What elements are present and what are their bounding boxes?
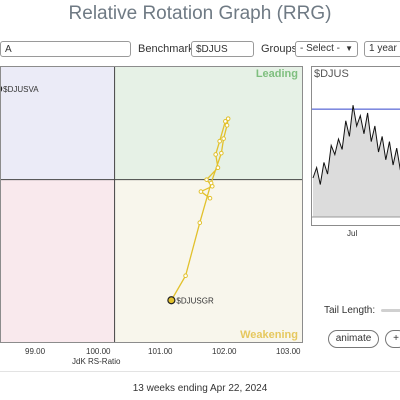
tail-point xyxy=(204,177,209,182)
tail-point xyxy=(208,180,214,186)
tail-point xyxy=(224,123,230,128)
series-head[interactable] xyxy=(167,296,176,305)
tail-point xyxy=(183,273,188,279)
tail-point xyxy=(207,195,213,201)
date-caption: 13 weeks ending Apr 22, 2024 xyxy=(132,383,268,394)
price-chart[interactable]: $DJUS xyxy=(311,66,400,226)
quadrant-leading xyxy=(114,67,302,180)
series-label: $DJUSGR xyxy=(176,296,214,305)
rrg-plot[interactable]: $DJUSGR $DJUSVA xyxy=(1,67,302,342)
groups-label: Groups: xyxy=(261,43,301,55)
tail-point xyxy=(217,138,222,144)
x-tick: 100.00 xyxy=(86,347,111,356)
price-area xyxy=(313,105,400,217)
x-tick: 102.00 xyxy=(212,347,237,356)
tail-point xyxy=(219,150,224,156)
quadrant-improving xyxy=(1,67,115,180)
x-tick: 99.00 xyxy=(25,347,46,356)
price-plot xyxy=(312,105,400,218)
price-x-tick: Jul xyxy=(347,229,358,238)
tail-point xyxy=(221,136,226,141)
x-axis-label: JdK RS-Ratio xyxy=(72,357,121,366)
quadrant-label-leading: Leading xyxy=(255,68,298,80)
quadrant-label-weakening: Weakening xyxy=(240,329,298,341)
x-tick: 101.00 xyxy=(148,347,173,356)
series-head[interactable] xyxy=(1,85,3,92)
series-label: $DJUSVA xyxy=(3,85,39,94)
tail-point xyxy=(215,165,221,171)
divider xyxy=(0,371,400,372)
tail-point xyxy=(198,189,204,194)
chevron-down-icon: ▼ xyxy=(345,44,353,53)
period-select[interactable]: 1 year xyxy=(364,41,400,57)
page-title: Relative Rotation Graph (RRG) xyxy=(68,3,332,24)
quadrant-lagging xyxy=(1,179,115,342)
tail-length-slider[interactable] xyxy=(381,309,400,312)
x-tick: 103.00 xyxy=(276,347,301,356)
groups-select-value: - Select - xyxy=(300,43,341,54)
tail-point xyxy=(225,116,231,121)
price-chart-symbol: $DJUS xyxy=(314,68,349,80)
tail-point xyxy=(223,119,228,124)
symbol-input[interactable]: A xyxy=(0,41,131,57)
period-select-value: 1 year xyxy=(369,43,397,54)
groups-select[interactable]: - Select - ▼ xyxy=(295,41,358,57)
plus-button[interactable]: + xyxy=(385,330,400,348)
price-line xyxy=(312,105,400,185)
benchmark-input[interactable]: $DJUS xyxy=(191,41,254,57)
rrg-chart[interactable]: $DJUSGR $DJUSVA Leading Weakening xyxy=(0,66,303,343)
quadrant-weakening xyxy=(114,179,302,342)
tail-point xyxy=(197,220,203,226)
tail-point xyxy=(213,152,218,157)
benchmark-label: Benchmark: xyxy=(138,43,197,55)
tail-length-label: Tail Length: xyxy=(324,305,376,316)
animate-button[interactable]: animate xyxy=(328,330,379,348)
